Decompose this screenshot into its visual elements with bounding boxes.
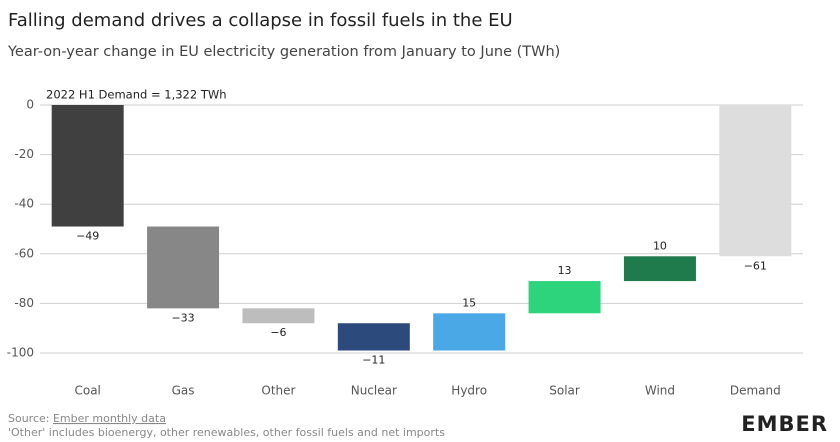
y-tick-label: -60 — [14, 246, 34, 260]
x-tick-label: Hydro — [451, 384, 487, 398]
source-prefix: Source: — [8, 412, 53, 425]
y-tick-label: 0 — [26, 98, 34, 112]
bar — [528, 281, 601, 314]
y-tick-label: -20 — [14, 147, 34, 161]
y-tick-label: -40 — [14, 197, 34, 211]
bar — [147, 226, 220, 309]
annotation: 2022 H1 Demand = 1,322 TWh — [46, 88, 227, 102]
x-tick-label: Nuclear — [351, 384, 397, 398]
x-tick-label: Demand — [730, 384, 781, 398]
chart-title: Falling demand drives a collapse in foss… — [8, 10, 513, 31]
bar — [242, 308, 315, 324]
logo: EMBER — [741, 412, 828, 436]
x-tick-label: Gas — [172, 384, 195, 398]
value-label: −6 — [270, 326, 286, 339]
source: Source: Ember monthly data — [8, 412, 166, 425]
chart-subtitle: Year-on-year change in EU electricity ge… — [7, 44, 560, 60]
bar — [51, 105, 124, 227]
value-label: −61 — [744, 259, 767, 272]
footnote: 'Other' includes bioenergy, other renewa… — [8, 426, 445, 439]
value-label: −33 — [171, 311, 194, 324]
x-tick-label: Solar — [549, 384, 580, 398]
bar — [623, 256, 696, 282]
x-tick-label: Other — [261, 384, 295, 398]
bar — [337, 323, 410, 351]
y-tick-label: -100 — [7, 346, 34, 360]
y-tick-label: -80 — [14, 296, 34, 310]
bar — [719, 105, 792, 257]
source-link[interactable]: Ember monthly data — [53, 412, 166, 425]
value-label: 15 — [462, 296, 476, 309]
value-label: 13 — [558, 264, 572, 277]
x-tick-label: Wind — [645, 384, 675, 398]
value-label: −11 — [362, 354, 385, 367]
value-label: −49 — [76, 230, 99, 243]
x-tick-label: Coal — [74, 384, 100, 398]
value-label: 10 — [653, 239, 667, 252]
bar — [433, 313, 506, 351]
